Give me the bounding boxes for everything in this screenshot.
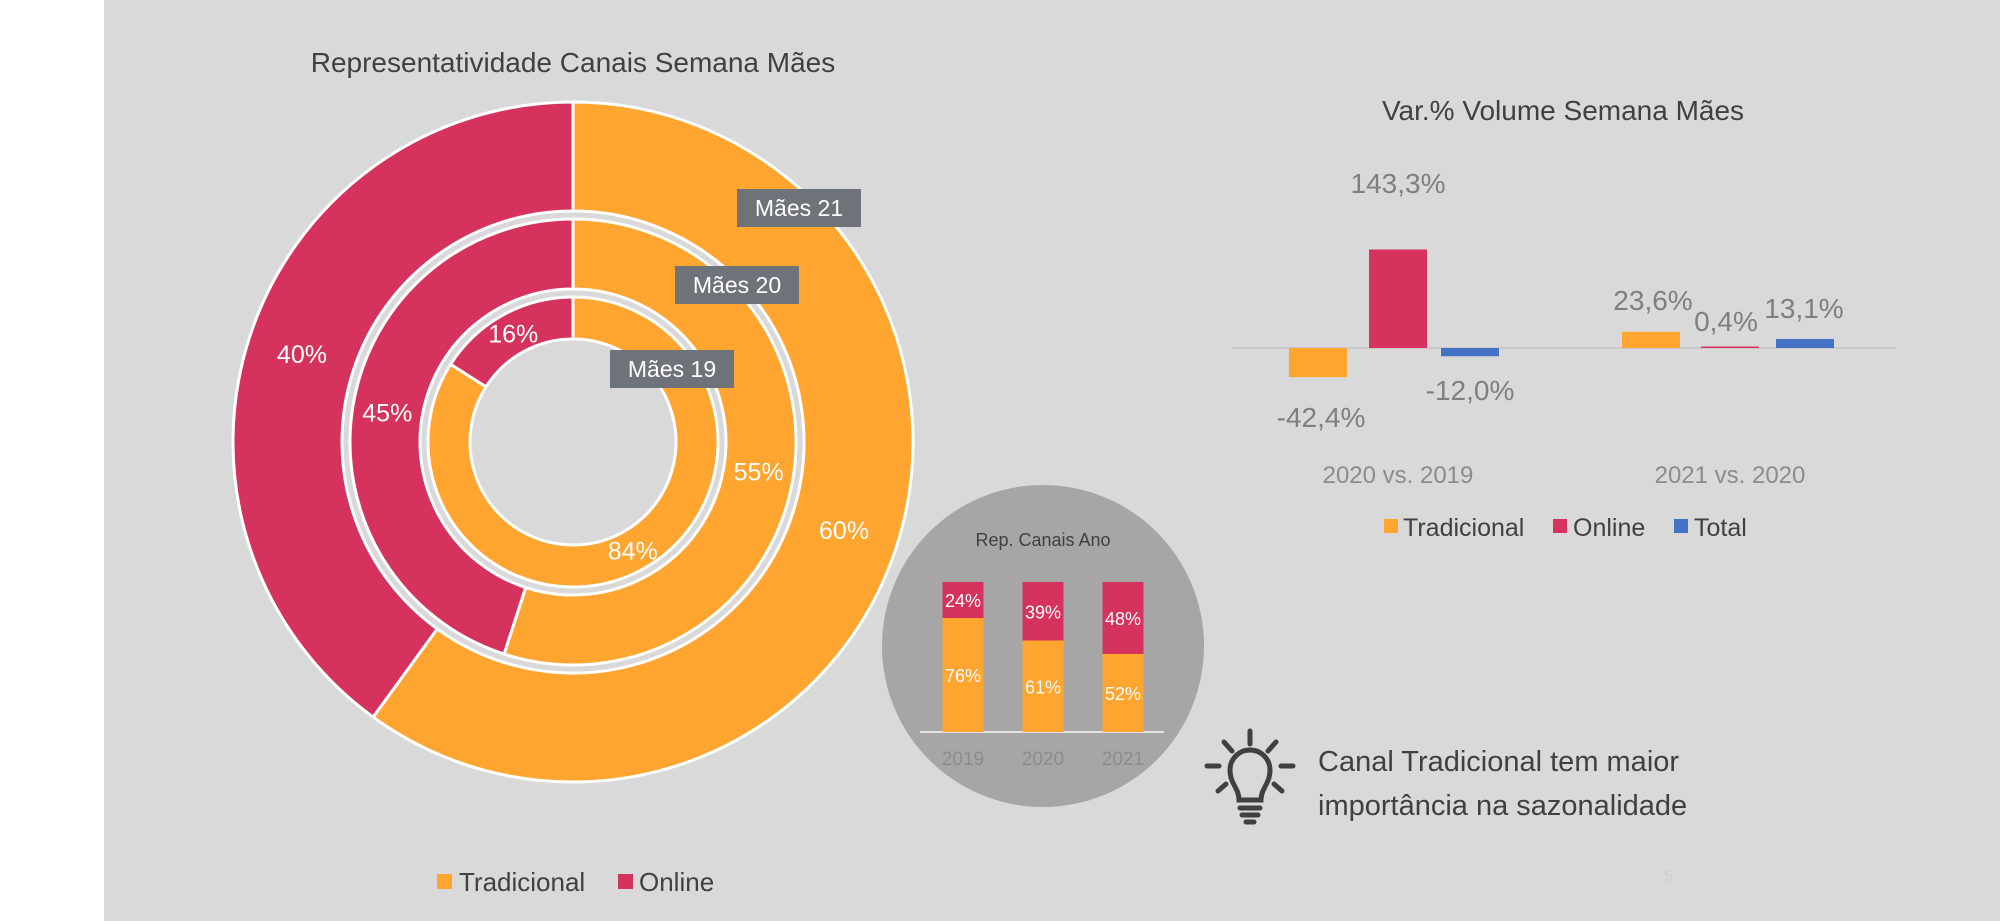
donut-chart: Representatividade Canais Semana Mães 84…: [231, 47, 915, 897]
yearly-bar-tradicional-2019: [942, 618, 984, 732]
variation-category-1: 2020 vs. 2019: [1323, 462, 1474, 489]
donut-segment-online-ring-3: [231, 100, 575, 720]
legend-label-tradicional: Tradicional: [1403, 514, 1524, 542]
ring-tag-3: Mães 21: [737, 189, 861, 227]
yearly-bar-online-2019: [942, 582, 984, 618]
donut-segment-online-ring-2: [348, 217, 575, 656]
variation-chart-title: Var.% Volume Semana Mães: [1382, 95, 1744, 126]
yearly-label-tradicional-2021: 52%: [1105, 684, 1141, 704]
ring-tags: Mães 19 Mães 20 Mães 21: [610, 189, 861, 388]
legend-swatch-total: [1674, 519, 1688, 533]
ring-tag-2: Mães 20: [675, 266, 799, 304]
variation-bar-total-2: [1776, 338, 1834, 348]
yearly-bar-online-2020: [1022, 582, 1064, 641]
yearly-category-2021: 2021: [1102, 749, 1144, 770]
ring-tag-label: Mães 20: [693, 272, 781, 298]
variation-label-total-2: 13,1%: [1764, 293, 1843, 324]
legend-swatch-online: [618, 874, 633, 889]
donut-legend: Tradicional Online: [437, 867, 714, 897]
donut-label-online-ring-2: 45%: [362, 400, 412, 428]
variation-bar-tradicional-1: [1289, 348, 1347, 378]
variation-label-total-1: -12,0%: [1426, 375, 1515, 406]
yearly-label-online-2019: 24%: [945, 591, 981, 611]
yearly-category-2019: 2019: [942, 749, 984, 770]
legend-swatch-tradicional: [437, 874, 452, 889]
insight-text: Canal Tradicional tem maior importância …: [1318, 740, 1798, 828]
variation-bar-chart: Var.% Volume Semana Mães -42,4% 23,6% 143,…: [1232, 95, 1896, 542]
variation-bars: -42,4% 23,6% 143,3% 0,4% -12,0% 13,1%: [1277, 168, 1844, 433]
donut-label-tradicional-ring-3: 60%: [819, 517, 869, 545]
lightbulb-icon: [1204, 728, 1296, 825]
variation-bar-total-1: [1441, 348, 1499, 357]
variation-bar-tradicional-2: [1622, 331, 1680, 348]
insight-line-1: Canal Tradicional tem maior: [1318, 746, 1680, 778]
yearly-label-online-2020: 39%: [1025, 602, 1061, 622]
variation-category-2: 2021 vs. 2020: [1655, 462, 1806, 489]
yearly-label-tradicional-2020: 61%: [1025, 677, 1061, 697]
donut-segment-labels: 84% 16% 55% 45% 60% 40%: [277, 320, 869, 565]
yearly-bar-tradicional-2021: [1102, 654, 1144, 732]
yearly-chart-title: Rep. Canais Ano: [975, 530, 1110, 550]
donut-segment-tradicional-ring-1: [426, 295, 720, 589]
donut-segment-online-ring-1: [448, 295, 575, 389]
yearly-label-tradicional-2019: 76%: [945, 666, 981, 686]
donut-label-tradicional-ring-1: 84%: [608, 538, 658, 566]
yearly-bar-tradicional-2020: [1022, 640, 1064, 732]
donut-label-online-ring-3: 40%: [277, 341, 327, 369]
legend-label-tradicional: Tradicional: [459, 867, 585, 897]
yearly-stacked-bars: 76% 24% 2019 61% 39% 2020 52% 48% 2021: [942, 582, 1144, 770]
ring-tag-1: Mães 19: [610, 350, 734, 388]
variation-label-tradicional-2: 23,6%: [1613, 285, 1692, 316]
yearly-category-2020: 2020: [1022, 749, 1064, 770]
legend-label-online: Online: [639, 867, 714, 897]
ring-tag-box: [737, 189, 861, 227]
variation-legend: Tradicional Online Total: [1384, 514, 1747, 542]
variation-label-tradicional-1: -42,4%: [1277, 402, 1366, 433]
ring-tag-label: Mães 21: [755, 195, 843, 221]
legend-swatch-online: [1553, 519, 1567, 533]
page-number: 5: [1664, 868, 1673, 885]
legend-label-total: Total: [1694, 514, 1747, 542]
variation-label-online-2: 0,4%: [1694, 306, 1758, 337]
legend-label-online: Online: [1573, 514, 1645, 542]
insight-line-2: importância na sazonalidade: [1318, 790, 1688, 822]
donut-label-tradicional-ring-2: 55%: [734, 458, 784, 486]
yearly-bar-online-2021: [1102, 582, 1144, 654]
donut-title: Representatividade Canais Semana Mães: [311, 47, 836, 78]
yearly-label-online-2021: 48%: [1105, 609, 1141, 629]
donut-label-online-ring-1: 16%: [488, 320, 538, 348]
variation-bar-online-1: [1369, 249, 1427, 348]
variation-bar-online-2: [1701, 346, 1759, 348]
legend-swatch-tradicional: [1384, 519, 1398, 533]
variation-label-online-1: 143,3%: [1351, 168, 1446, 199]
ring-tag-label: Mães 19: [628, 356, 716, 382]
ring-tag-box: [610, 350, 734, 388]
yearly-channel-chart: Rep. Canais Ano 76% 24% 2019 61% 39% 2020 52% 4…: [882, 485, 1204, 807]
ring-tag-box: [675, 266, 799, 304]
